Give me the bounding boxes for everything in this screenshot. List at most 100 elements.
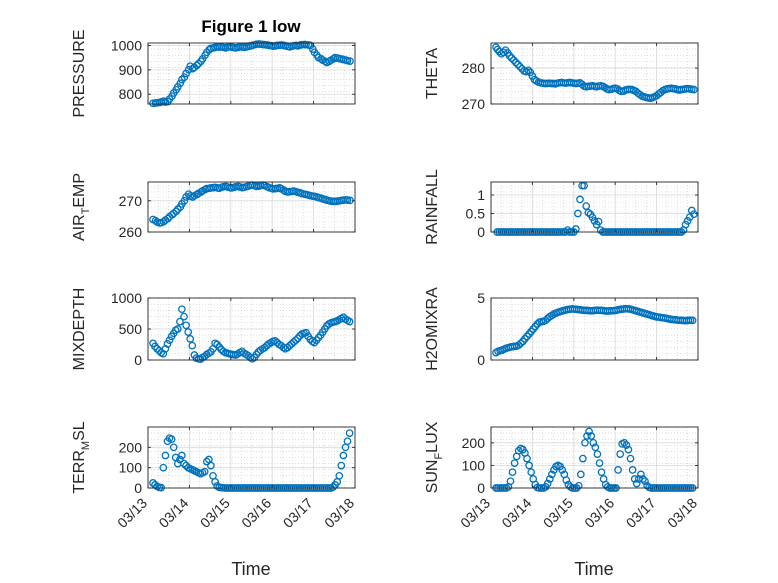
series-markers [492,43,698,103]
x-tick-label: 03/16 [238,495,274,531]
data-point [589,438,598,447]
data-point [622,441,631,449]
data-point [159,463,168,472]
data-point [180,312,188,321]
data-point [580,181,588,190]
y-tick-label: 0 [134,480,142,496]
data-point [632,479,641,488]
data-point [176,79,185,88]
y-tick-label: 0.5 [466,205,486,221]
data-point [593,450,602,458]
y-tick-label: 800 [119,86,143,102]
x-tick-label: 03/13 [114,495,150,531]
data-point [543,479,552,488]
subplot-2: 270 280 THETA [424,42,699,112]
x-tick-label: 03/17 [623,495,659,531]
x-tick-label: 03/14 [498,495,534,531]
data-point [153,344,161,353]
axes-box [147,426,356,489]
y-label-part: LUX [424,421,441,452]
data-point [581,438,589,447]
y-label-subscript: T [80,207,92,214]
data-point [545,475,554,483]
data-point [339,451,348,460]
data-point [579,454,587,463]
x-tick-label: 03/13 [457,495,493,531]
data-point [291,336,300,345]
data-point [507,54,516,62]
subplot-5: 0 500 1000 MIXDEPTH [71,288,356,371]
data-point [688,316,697,325]
data-point [690,85,698,94]
data-point [582,202,591,210]
data-point [180,459,188,468]
data-point [178,305,186,314]
data-point [325,57,334,66]
x-tick-label: 03/17 [280,495,316,531]
y-axis-label-3: AIRTEMP [71,173,92,241]
y-tick-label: 1 [477,187,485,203]
data-point [594,217,603,226]
data-point [514,60,522,69]
y-label-part: SUN [424,460,441,494]
data-point [548,470,556,479]
y-axis-label-1: PRESSURE [71,29,88,117]
x-tick-label: 03/16 [581,495,617,531]
y-label-subscript: F [433,453,445,460]
data-point [690,210,698,219]
data-point [616,450,625,458]
x-tick-label: 03/18 [321,495,357,531]
data-point [620,438,629,447]
y-axis-label-5: MIXDEPTH [71,288,88,371]
data-point [184,328,193,336]
data-point [165,336,174,345]
figure-title: Figure 1 low [201,17,301,36]
data-point [161,451,170,460]
data-point [178,451,186,460]
y-axis-label-2: THETA [424,48,441,100]
data-point [329,483,337,491]
data-point [163,340,172,348]
data-point [587,432,596,440]
subplot-6: 0 5 H2OMIXRA [424,287,699,371]
data-point [186,335,195,343]
subplot-8: 0 100 200 03/13 03/14 03/15 03/16 03/17 03/18 SUN… [424,421,700,531]
data-point [574,481,583,490]
subplot-7: 0 100 200 03/13 03/14 03/15 03/16 03/17 03/18 TER… [71,421,357,531]
data-point [211,478,219,486]
axes-box [147,181,356,233]
y-tick-label: 270 [119,193,143,209]
y-tick-label: 0 [134,352,142,368]
y-tick-label: 100 [119,460,143,476]
data-point [583,432,591,440]
x-tick-label: 03/14 [155,495,191,531]
y-label-part: TERR [71,450,88,494]
data-point [200,467,209,476]
data-point [207,461,215,470]
data-point [499,48,508,57]
y-axis-label-6: H2OMIXRA [424,287,441,371]
data-point [533,320,542,328]
data-point [345,429,354,437]
data-point [302,328,310,337]
data-point [511,58,520,67]
y-tick-label: 900 [119,62,143,78]
y-tick-label: 260 [119,224,143,240]
data-point [576,195,584,204]
minor-grid [147,43,356,104]
data-point [508,468,517,477]
data-point [169,443,178,452]
data-point [202,457,211,466]
y-tick-label: 500 [119,321,143,337]
data-point [524,66,533,75]
y-label-part: EMP [71,173,88,208]
y-tick-label: 100 [462,457,486,473]
y-axis-label-4: RAINFALL [424,169,441,245]
data-point [176,317,184,326]
series-markers [492,304,697,357]
data-point [176,455,184,464]
axes-box [490,42,699,105]
data-point [510,459,519,467]
series-markers [149,305,354,363]
